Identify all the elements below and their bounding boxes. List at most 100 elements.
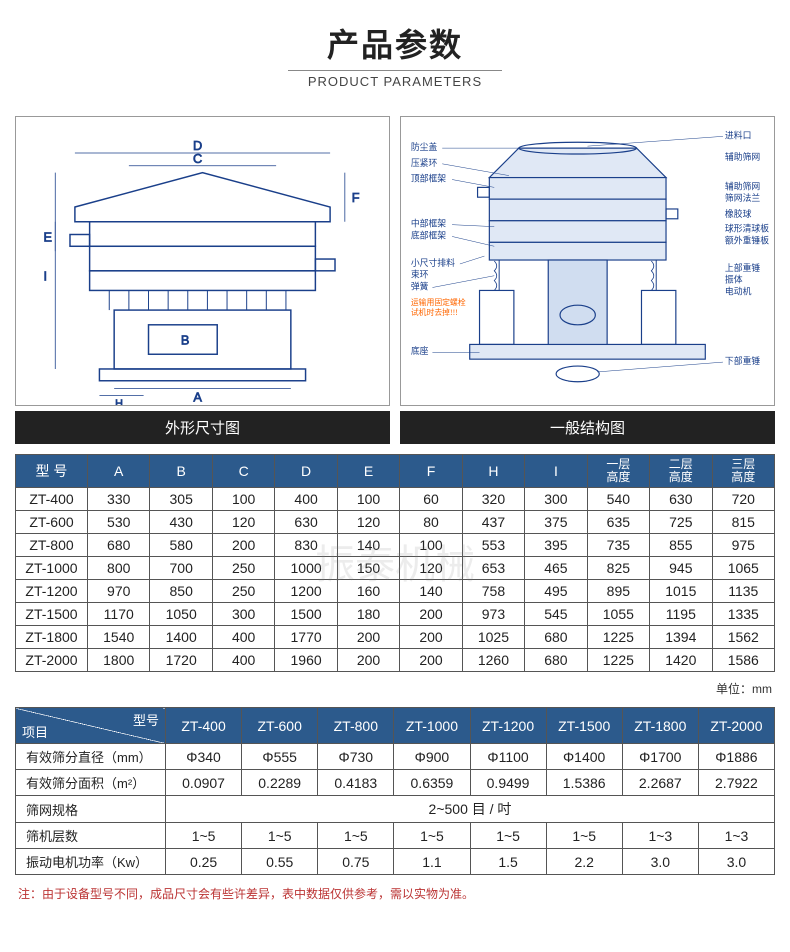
structure-diagram: 防尘盖 压紧环 顶部框架 中部框架 底部框架 小尺寸排料 束环 弹簧 运输用固定… (400, 116, 775, 406)
table-cell: 1800 (88, 649, 150, 672)
svg-text:振体: 振体 (725, 274, 743, 285)
svg-text:B: B (181, 332, 190, 347)
table-header: I (525, 455, 587, 488)
table-header: B (150, 455, 212, 488)
specs-table-wrap: 项目型号ZT-400ZT-600ZT-800ZT-1000ZT-1200 ZT-1… (0, 697, 790, 880)
table-cell: 200 (212, 534, 274, 557)
table-row: ZT-2000180017204001960200200126068012251… (16, 649, 775, 672)
table-cell: 800 (88, 557, 150, 580)
page-header: 产品参数 PRODUCT PARAMETERS (0, 0, 790, 101)
svg-text:H: H (115, 398, 123, 405)
table-cell: 1.5 (470, 849, 546, 875)
svg-text:束环: 束环 (411, 270, 429, 280)
svg-text:电动机: 电动机 (725, 285, 752, 296)
table-cell: 1586 (712, 649, 774, 672)
table-cell: 0.4183 (318, 770, 394, 796)
table-header: ZT-400 (166, 708, 242, 744)
table-cell: 720 (712, 488, 774, 511)
table-cell: Φ900 (394, 744, 470, 770)
table-cell: 400 (212, 649, 274, 672)
table-cell: 945 (650, 557, 712, 580)
caption-right: 一般结构图 (400, 411, 775, 444)
svg-text:压紧环: 压紧环 (411, 158, 438, 168)
table-cell: 1540 (88, 626, 150, 649)
svg-text:I: I (43, 269, 47, 284)
table-header: ZT-1200 (470, 708, 546, 744)
corner-header: 项目型号 (16, 708, 166, 744)
table-cell: 1400 (150, 626, 212, 649)
table-header: ZT-600 (242, 708, 318, 744)
table-cell: 3.0 (622, 849, 698, 875)
row-label: 振动电机功率（Kw） (16, 849, 166, 875)
table-row: ZT-40033030510040010060320300540630720 (16, 488, 775, 511)
table-cell: 375 (525, 511, 587, 534)
table-row: 有效筛分直径（mm）Φ340Φ555Φ730Φ900Φ1100Φ1400Φ170… (16, 744, 775, 770)
table-header: ZT-800 (318, 708, 394, 744)
table-cell: 100 (212, 488, 274, 511)
table-cell: 1~5 (318, 823, 394, 849)
table-cell: 635 (587, 511, 649, 534)
table-cell: 2~500 目 / 吋 (166, 796, 775, 823)
diagram-row: D C F E I B A H (0, 101, 790, 411)
table-cell: 320 (462, 488, 524, 511)
table-cell: 120 (212, 511, 274, 534)
table-header: ZT-1000 (394, 708, 470, 744)
table-header: ZT-1800 (622, 708, 698, 744)
unit-note: 单位：mm (0, 677, 790, 697)
table-cell: 1195 (650, 603, 712, 626)
table-cell: 630 (650, 488, 712, 511)
table-cell: 700 (150, 557, 212, 580)
footnote: 注：由于设备型号不同，成品尺寸会有些许差异，表中数据仅供参考，需以实物为准。 (0, 880, 790, 914)
table-cell: Φ1700 (622, 744, 698, 770)
table-cell: 1225 (587, 626, 649, 649)
table-header: D (275, 455, 337, 488)
svg-text:底座: 底座 (411, 345, 429, 356)
table-header: 二层高度 (650, 455, 712, 488)
dimensions-table: 型 号ABCDEFHI一层高度二层高度三层高度 ZT-4003303051004… (15, 454, 775, 672)
table-cell: 200 (400, 626, 462, 649)
table-cell: 1200 (275, 580, 337, 603)
table-cell: 1225 (587, 649, 649, 672)
table-cell: 305 (150, 488, 212, 511)
table-cell: Φ340 (166, 744, 242, 770)
table-cell: 0.2289 (242, 770, 318, 796)
table-header: 三层高度 (712, 455, 774, 488)
table-cell: 680 (525, 649, 587, 672)
table-cell: 1260 (462, 649, 524, 672)
table-cell: 140 (337, 534, 399, 557)
table-cell: Φ730 (318, 744, 394, 770)
table-cell: 120 (337, 511, 399, 534)
table-cell: 1500 (275, 603, 337, 626)
svg-text:额外重锤板: 额外重锤板 (725, 234, 769, 245)
table-cell: 680 (88, 534, 150, 557)
table-cell: 200 (337, 626, 399, 649)
table-cell: 0.9499 (470, 770, 546, 796)
svg-text:顶部框架: 顶部框架 (411, 172, 446, 183)
table-cell: 2.2687 (622, 770, 698, 796)
row-label: 筛网规格 (16, 796, 166, 823)
svg-text:辅助筛网: 辅助筛网 (725, 151, 760, 162)
table-cell: 725 (650, 511, 712, 534)
table-cell: 0.55 (242, 849, 318, 875)
table-cell: 140 (400, 580, 462, 603)
table-cell: 0.6359 (394, 770, 470, 796)
table-header: 一层高度 (587, 455, 649, 488)
table-cell: 545 (525, 603, 587, 626)
svg-text:球形清球板: 球形清球板 (725, 223, 769, 234)
table-header: F (400, 455, 462, 488)
table-header: 型 号 (16, 455, 88, 488)
table-cell: 430 (150, 511, 212, 534)
table-cell: 850 (150, 580, 212, 603)
row-label: 筛机层数 (16, 823, 166, 849)
table-cell: 1170 (88, 603, 150, 626)
specs-table: 项目型号ZT-400ZT-600ZT-800ZT-1000ZT-1200 ZT-1… (15, 707, 775, 875)
table-cell: 395 (525, 534, 587, 557)
table-cell: Φ1886 (698, 744, 774, 770)
table-header: E (337, 455, 399, 488)
table-cell: 200 (400, 649, 462, 672)
caption-left: 外形尺寸图 (15, 411, 390, 444)
table-cell: 553 (462, 534, 524, 557)
svg-text:C: C (193, 151, 202, 166)
table-row: ZT-60053043012063012080437375635725815 (16, 511, 775, 534)
table-cell: 1~5 (242, 823, 318, 849)
